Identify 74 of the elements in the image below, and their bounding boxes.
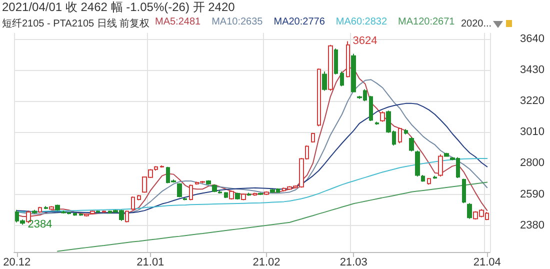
candlestick	[346, 40, 350, 78]
candlestick	[258, 192, 263, 196]
candlestick	[380, 110, 385, 122]
candlestick	[241, 193, 246, 201]
text: MA20:2776	[274, 16, 326, 28]
candlestick	[125, 210, 129, 223]
candlestick	[462, 178, 466, 204]
candlestick	[340, 70, 344, 87]
candlestick	[90, 210, 95, 215]
y-tick-label: 2380	[520, 219, 544, 232]
candlestick	[421, 174, 425, 182]
candlestick	[427, 178, 431, 186]
candlestick	[160, 164, 164, 168]
y-tick-label: 2590	[520, 188, 544, 200]
text: MA60:2832	[336, 16, 388, 28]
candlestick	[177, 182, 182, 198]
y-tick-label: 3220	[520, 95, 544, 108]
x-tick-label: 21.03	[340, 256, 368, 268]
text: MA5:2481	[155, 16, 202, 28]
candlestick	[433, 175, 437, 180]
x-tick-label: 20.12	[3, 256, 31, 268]
candlestick	[73, 212, 77, 216]
candlestick	[369, 95, 373, 122]
candlestick	[247, 192, 251, 196]
candlestick	[235, 192, 240, 200]
text: MA120:2671	[398, 16, 456, 28]
candlestick	[398, 127, 402, 144]
candlestick	[131, 196, 135, 210]
candlestick	[189, 184, 193, 201]
chart-subtitle: 短纤2105 - PTA2105 日线 前复权	[2, 18, 150, 30]
candlestick	[49, 206, 54, 210]
candlestick	[375, 121, 379, 126]
x-tick-label: 21.02	[252, 256, 280, 268]
candlestick	[183, 197, 187, 201]
candlestick	[317, 68, 321, 127]
candlestick	[322, 70, 327, 92]
text: 2020...	[461, 18, 492, 30]
candlestick	[102, 210, 106, 214]
candlestick	[32, 209, 37, 214]
candlestick	[206, 180, 211, 186]
candlestick	[253, 192, 257, 196]
annotation: 3624	[352, 34, 378, 47]
candlestick	[96, 210, 100, 214]
x-tick-label: 21.04	[473, 256, 501, 268]
candlestick	[444, 152, 449, 158]
annotation: 2384	[28, 218, 52, 230]
candlestick	[84, 213, 89, 217]
candlestick	[44, 206, 48, 210]
candlestick	[404, 128, 408, 135]
x-tick-label: 21.01	[136, 256, 164, 268]
candlestick	[438, 154, 443, 178]
text: MA10:2635	[212, 16, 264, 28]
candlestick	[224, 192, 228, 198]
line-series	[57, 182, 488, 252]
candlestick	[137, 194, 141, 201]
candlestick	[311, 132, 315, 143]
candlestick	[415, 150, 420, 178]
candlestick	[351, 53, 356, 93]
y-tick-label: 3640	[520, 32, 544, 45]
candlestick	[334, 48, 338, 75]
candlestick	[79, 213, 83, 216]
candlestick	[467, 202, 472, 220]
candlestick	[409, 136, 414, 152]
candlestick	[264, 190, 269, 196]
y-tick-label: 2800	[520, 157, 544, 170]
line-series	[16, 102, 488, 214]
candlestick	[38, 206, 42, 214]
candlestick	[229, 190, 234, 200]
y-tick-label: 3010	[520, 126, 544, 138]
line-series	[16, 158, 488, 213]
chart-title: 2021/04/01 收 2462 幅 -1.05%(-26) 开 2420	[2, 0, 236, 14]
candlestick	[328, 44, 333, 92]
candlestick	[55, 204, 60, 212]
y-tick-label: 3430	[520, 64, 544, 76]
